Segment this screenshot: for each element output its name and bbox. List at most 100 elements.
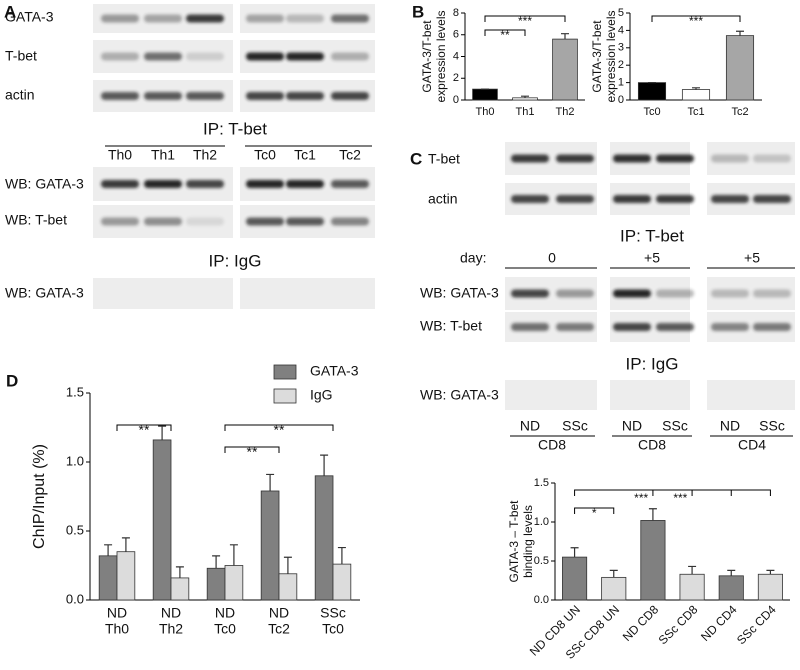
blot: [707, 380, 795, 410]
y-tick-label: 1.0: [66, 453, 84, 468]
blot-band: [511, 195, 549, 203]
blot-band: [144, 217, 182, 226]
ip-label: IP: T-bet: [620, 226, 684, 245]
sig-bracket: [574, 507, 615, 514]
y-tick-label: 0.5: [534, 555, 549, 567]
blot-band: [144, 14, 182, 23]
blot-band: [511, 323, 549, 331]
bar: [637, 82, 667, 101]
blot-row-label: actin: [5, 87, 35, 103]
bar: [562, 556, 588, 601]
error-bar: [212, 555, 221, 569]
x-tick-label: SSc: [320, 605, 346, 621]
blot-band: [331, 52, 369, 61]
error-bar: [283, 556, 292, 574]
blot-band: [753, 289, 791, 298]
y-tick-label: 2: [453, 72, 459, 84]
blot-band: [101, 92, 139, 100]
y-tick-label: 0: [618, 94, 624, 106]
error-bar: [648, 508, 657, 521]
blot-band: [656, 323, 694, 331]
blot-row-label: T-bet: [428, 151, 460, 167]
y-axis-label: expression levels: [604, 10, 618, 102]
x-tick-label: Th2: [556, 106, 575, 118]
y-tick-label: 1.0: [534, 516, 549, 528]
blot-band: [246, 92, 284, 100]
blot-band: [286, 217, 324, 226]
blot-band: [331, 180, 369, 188]
blot-band: [656, 289, 694, 298]
blot-band: [144, 52, 182, 61]
sig-bracket: [224, 424, 334, 431]
sig-label: **: [500, 28, 510, 42]
bar: [552, 38, 578, 101]
blot-band: [656, 154, 694, 163]
blot: [610, 380, 690, 410]
x-tick-label: ND: [269, 605, 289, 621]
ip-label: IP: IgG: [209, 251, 262, 270]
blot: [93, 278, 233, 309]
blot-band: [613, 289, 651, 298]
error-bar: [727, 569, 736, 576]
blot-row-label: GATA-3: [5, 9, 54, 25]
x-tick-label: Tc0: [322, 621, 344, 637]
blot-row-label: WB: GATA-3: [420, 387, 499, 403]
day-label: day:: [460, 250, 486, 266]
y-tick-label: 0.0: [534, 594, 549, 606]
error-bar: [158, 425, 167, 440]
blot-band: [186, 14, 224, 23]
legend-label: IgG: [310, 387, 333, 403]
lane-label: Th2: [193, 147, 217, 163]
x-tick-label: Tc2: [731, 106, 748, 118]
bar: [472, 88, 498, 101]
blot-band: [186, 52, 224, 61]
group-label: CD4: [738, 437, 766, 453]
sig-label: *: [592, 506, 597, 520]
lane-label: Tc0: [254, 147, 276, 163]
bar: [170, 577, 190, 601]
sig-label: **: [139, 422, 150, 438]
blot-row-label: actin: [428, 191, 458, 207]
blot: [505, 380, 597, 410]
error-bar: [570, 547, 579, 558]
blot-band: [101, 52, 139, 61]
blot-band: [556, 154, 594, 163]
bar: [224, 565, 244, 601]
blot-band: [613, 195, 651, 203]
legend-swatch: [273, 388, 297, 404]
lane-label: Tc2: [339, 147, 361, 163]
error-bar: [609, 569, 618, 578]
bar: [757, 573, 783, 601]
bar: [718, 575, 744, 601]
legend-swatch: [273, 364, 297, 380]
blot-row-label: WB: GATA-3: [5, 285, 84, 301]
sig-bracket: [484, 29, 526, 36]
bar: [260, 490, 280, 601]
y-tick-label: 1.5: [66, 384, 84, 399]
blot-band: [101, 217, 139, 226]
sig-label: **: [274, 422, 285, 438]
blot-band: [186, 180, 224, 188]
y-tick-label: 0.5: [66, 522, 84, 537]
ip-label: IP: IgG: [626, 354, 679, 373]
blot-band: [246, 180, 284, 188]
x-tick-label: SSc CD8: [656, 602, 701, 647]
error-bar: [692, 87, 700, 90]
blot-band: [286, 180, 324, 188]
blot-band: [753, 323, 791, 331]
lane-label: SSc: [562, 418, 588, 434]
bar: [725, 35, 755, 101]
bar: [681, 89, 711, 101]
y-tick-label: 4: [453, 50, 459, 62]
bar: [332, 563, 352, 601]
lane-label: ND: [720, 418, 740, 434]
blot-band: [556, 195, 594, 203]
y-axis-label: GATA-3 – T-bet: [507, 500, 521, 583]
y-axis-label: ChIP/Input (%): [31, 444, 48, 549]
sig-bracket: [574, 489, 771, 496]
blot-band: [186, 92, 224, 100]
y-tick-label: 2: [618, 59, 624, 71]
sig-label: **: [247, 444, 258, 460]
x-tick-label: Tc2: [268, 621, 290, 637]
